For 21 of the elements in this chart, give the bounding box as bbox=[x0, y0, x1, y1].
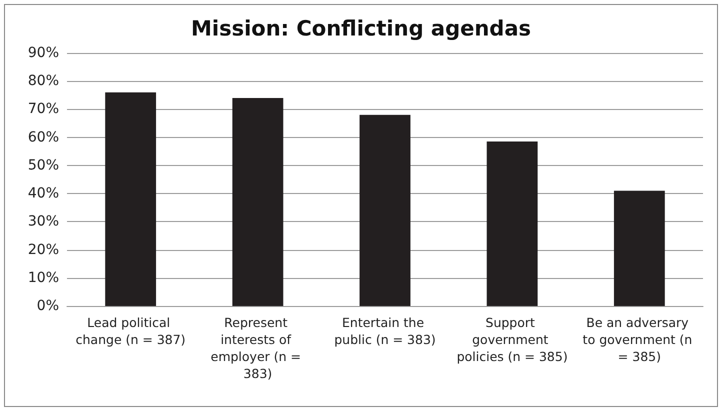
x-tick-label: Be an adversary to government (n = 385) bbox=[582, 315, 696, 364]
y-tick-label: 20% bbox=[28, 242, 59, 258]
bar bbox=[486, 142, 538, 306]
y-tick-label: 0% bbox=[36, 298, 59, 314]
bar bbox=[614, 190, 665, 306]
y-tick-label: 40% bbox=[28, 186, 59, 202]
y-tick-label: 80% bbox=[28, 73, 59, 90]
y-tick-label: 50% bbox=[28, 157, 59, 174]
y-tick-label: 70% bbox=[28, 101, 59, 118]
x-tick-label: Entertain the public (n = 383) bbox=[334, 315, 436, 347]
bar bbox=[232, 98, 284, 306]
bar bbox=[105, 92, 156, 306]
x-tick-label: Support government policies (n = 385) bbox=[456, 315, 568, 364]
x-tick-label: Lead political change (n = 387) bbox=[76, 315, 186, 347]
y-tick-label: 60% bbox=[28, 129, 59, 146]
x-tick-label: Represent interests of employer (n = 383) bbox=[210, 315, 305, 381]
y-tick-label: 10% bbox=[28, 270, 59, 286]
y-tick-label: 30% bbox=[28, 214, 59, 230]
y-tick-label: 90% bbox=[28, 45, 59, 61]
chart-title: Mission: Conflicting agendas bbox=[190, 16, 532, 40]
bar bbox=[360, 114, 410, 306]
